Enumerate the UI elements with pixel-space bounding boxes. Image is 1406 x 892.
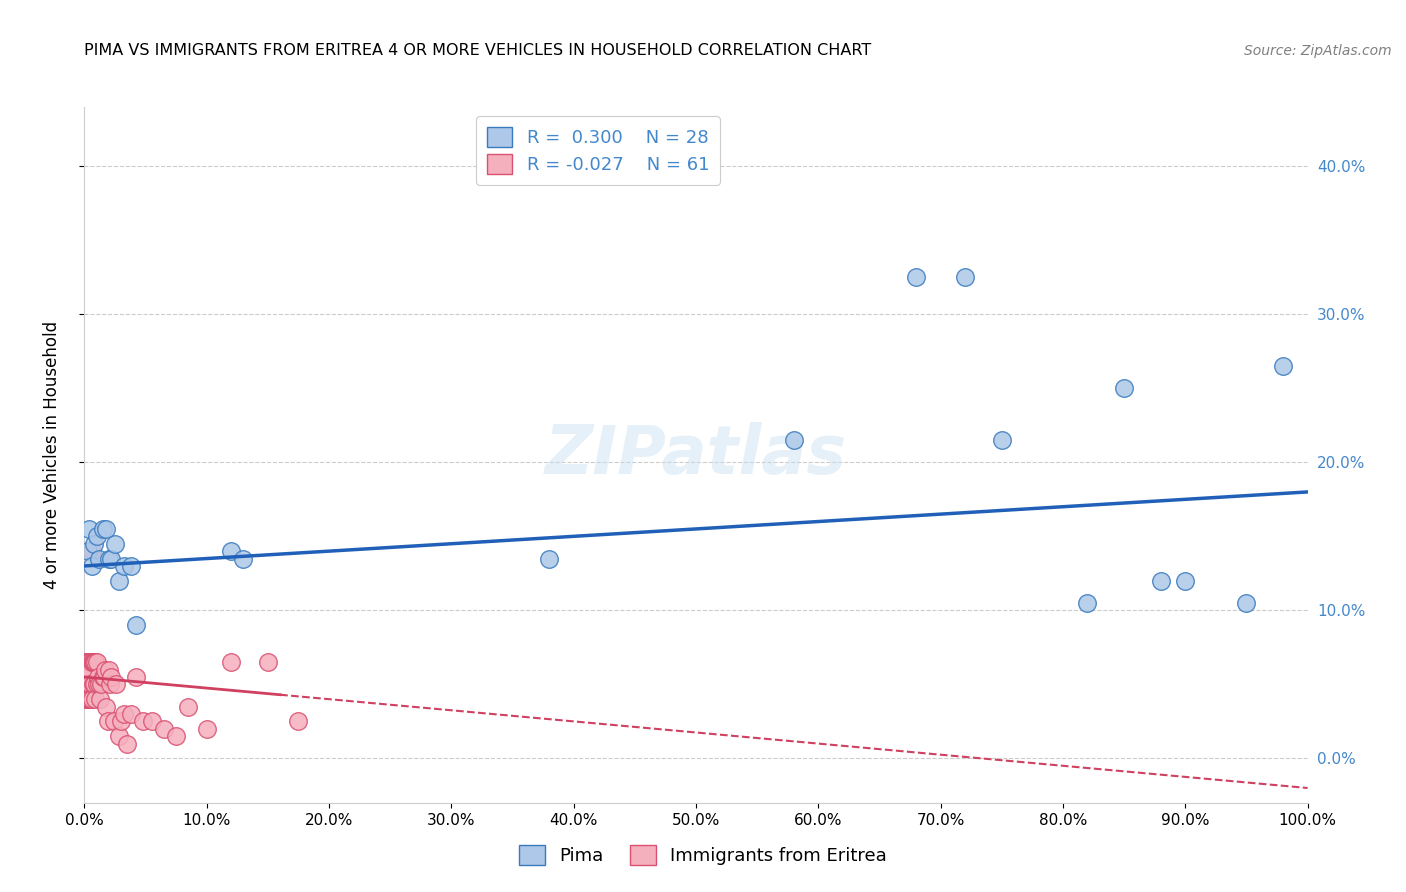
Point (75, 655, 97, 669)
Point (77, 522, 100, 536)
Point (82, 677, 104, 691)
Point (1076, 596, 1098, 610)
Point (165, 729, 187, 743)
Point (75, 692, 97, 706)
Point (141, 714, 163, 729)
Point (79, 663, 101, 677)
Point (76, 663, 98, 677)
Point (783, 433, 806, 447)
Text: Source: ZipAtlas.com: Source: ZipAtlas.com (1244, 44, 1392, 58)
Point (77, 663, 100, 677)
Point (96, 699, 118, 714)
Point (79, 692, 101, 706)
Point (538, 551, 561, 566)
Point (91, 522, 114, 536)
Point (120, 706, 142, 721)
Point (98, 677, 121, 691)
Point (77, 692, 100, 706)
Point (1236, 596, 1258, 610)
Point (80, 558, 103, 573)
Point (953, 270, 976, 285)
Point (89, 692, 111, 706)
Point (76, 692, 98, 706)
Point (132, 714, 155, 729)
Point (76, 670, 98, 684)
Point (83, 655, 105, 669)
Point (93, 670, 115, 684)
Point (86, 529, 108, 543)
Point (257, 655, 280, 669)
Point (153, 722, 176, 736)
Text: PIMA VS IMMIGRANTS FROM ERITREA 4 OR MORE VEHICLES IN HOUSEHOLD CORRELATION CHAR: PIMA VS IMMIGRANTS FROM ERITREA 4 OR MOR… (84, 43, 872, 58)
Point (232, 551, 254, 566)
Point (94, 663, 117, 677)
Point (125, 618, 148, 632)
Point (76, 677, 98, 691)
Point (86, 655, 108, 669)
Point (84, 655, 107, 669)
Point (97, 551, 120, 566)
Legend: R =  0.300    N = 28, R = -0.027    N = 61: R = 0.300 N = 28, R = -0.027 N = 61 (477, 116, 720, 185)
Point (115, 737, 138, 751)
Point (79, 677, 101, 691)
Point (82, 655, 104, 669)
Point (97, 663, 120, 677)
Point (107, 729, 129, 743)
Point (112, 558, 135, 573)
Point (97, 714, 120, 729)
Point (195, 722, 218, 736)
Point (177, 699, 200, 714)
Point (104, 537, 127, 551)
Point (75, 663, 97, 677)
Point (103, 714, 125, 729)
Y-axis label: 4 or more Vehicles in Household: 4 or more Vehicles in Household (42, 321, 60, 589)
Point (991, 433, 1014, 447)
Point (100, 670, 122, 684)
Point (84, 692, 107, 706)
Point (287, 714, 309, 729)
Point (77, 677, 100, 691)
Point (112, 706, 135, 721)
Point (76, 655, 98, 669)
Point (125, 670, 148, 684)
Point (86, 677, 108, 691)
Point (107, 574, 129, 588)
Point (1150, 574, 1173, 588)
Point (96, 522, 118, 536)
Point (1174, 574, 1197, 588)
Point (110, 714, 132, 729)
Point (77, 670, 100, 684)
Point (1272, 359, 1295, 373)
Point (91, 670, 114, 684)
Point (80, 655, 103, 669)
Point (83, 677, 105, 691)
Point (1114, 381, 1136, 395)
Point (79, 655, 101, 669)
Point (905, 270, 928, 285)
Text: ZIPatlas: ZIPatlas (546, 422, 846, 488)
Point (80, 692, 103, 706)
Point (87, 551, 110, 566)
Point (77, 544, 100, 558)
Legend: Pima, Immigrants from Eritrea: Pima, Immigrants from Eritrea (510, 836, 896, 874)
Point (219, 655, 242, 669)
Point (90, 677, 112, 691)
Point (219, 544, 242, 558)
Point (87, 670, 110, 684)
Point (75, 670, 97, 684)
Point (75, 677, 97, 691)
Point (77, 655, 100, 669)
Point (120, 558, 142, 573)
Point (87, 677, 110, 691)
Point (105, 677, 128, 691)
Point (100, 551, 122, 566)
Point (83, 537, 105, 551)
Point (77, 663, 100, 677)
Point (80, 544, 103, 558)
Point (77, 692, 100, 706)
